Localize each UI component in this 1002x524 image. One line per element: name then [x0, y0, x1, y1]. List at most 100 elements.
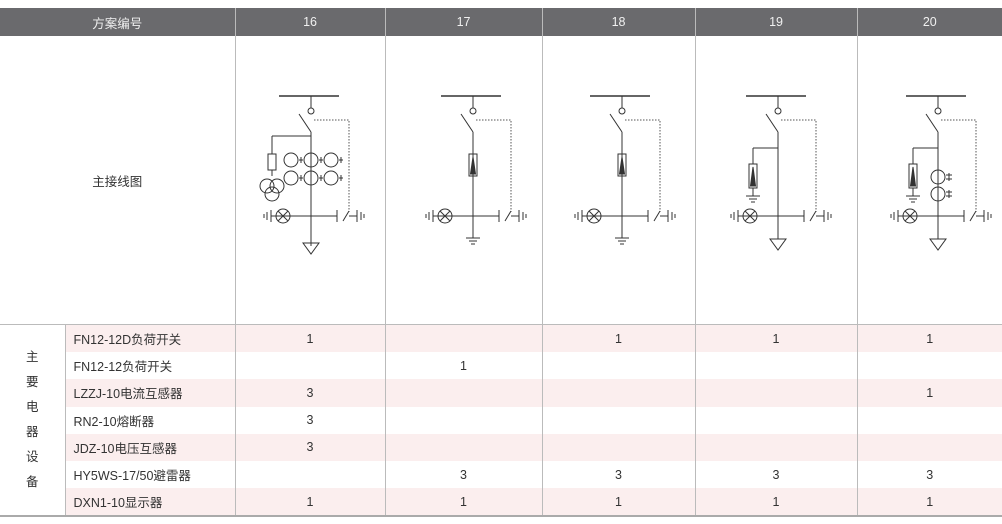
diagram-18 — [541, 36, 696, 325]
wiring-diagram-20 — [890, 95, 992, 251]
device-quantity: 1 — [856, 324, 1002, 353]
device-name: FN12-12D负荷开关 — [64, 324, 236, 353]
device-quantity — [541, 379, 696, 407]
device-quantity: 1 — [694, 324, 858, 353]
device-quantity: 1 — [541, 488, 696, 518]
device-quantity: 1 — [541, 324, 696, 353]
table-row: HY5WS-17/50避雷器 3 3 3 3 — [0, 460, 1002, 489]
wiring-diagram-17 — [425, 95, 527, 245]
device-quantity — [694, 379, 858, 407]
interlock-dotted-line — [940, 119, 977, 212]
ground-triangle-icon — [768, 238, 787, 251]
earth-switch-blade — [504, 210, 511, 222]
device-name: RN2-10熔断器 — [64, 406, 236, 434]
header-scheme-17: 17 — [384, 8, 543, 36]
load-switch-blade — [460, 113, 473, 133]
arrester-arrow — [469, 156, 476, 175]
load-switch-blade — [609, 113, 622, 133]
earth-switch-blade — [809, 210, 816, 222]
table-row: FN12-12负荷开关 1 — [0, 352, 1002, 380]
contact-icon — [469, 107, 477, 115]
table-row: 主要电器设备 FN12-12D负荷开关 1 1 1 1 — [0, 324, 1002, 518]
load-switch-blade — [765, 113, 778, 133]
interlock-dotted-line — [475, 119, 512, 212]
header-scheme-label: 方案编号 — [0, 8, 236, 36]
device-quantity — [856, 352, 1002, 380]
surge-arrester-icon — [468, 153, 478, 177]
device-quantity: 1 — [856, 379, 1002, 407]
group-label: 主要电器设备 — [0, 324, 65, 518]
group-label-char: 器 — [25, 425, 39, 440]
indicator-lamp-icon — [437, 208, 453, 224]
table-row: JDZ-10电压互感器 3 — [0, 433, 1002, 461]
device-quantity — [541, 406, 696, 434]
earth-switch-blade — [653, 210, 660, 222]
device-quantity — [234, 460, 386, 489]
device-quantity: 3 — [384, 460, 543, 489]
current-transformer-icon — [283, 170, 299, 186]
header-scheme-19: 19 — [694, 8, 858, 36]
contact-icon — [934, 107, 942, 115]
device-name: DXN1-10显示器 — [64, 488, 236, 518]
interlock-dotted-line — [313, 119, 350, 212]
scheme-table: 方案编号 16 17 18 19 20 主接线图 主要电器设备 FN12-12D负… — [0, 8, 1002, 518]
diagram-row-label: 主接线图 — [0, 36, 236, 325]
device-name: HY5WS-17/50避雷器 — [64, 460, 236, 489]
group-label-char: 电 — [25, 400, 39, 415]
indicator-lamp-icon — [742, 208, 758, 224]
current-transformer-icon — [303, 152, 319, 168]
lamp-x — [588, 210, 599, 222]
device-quantity — [384, 324, 543, 353]
indicator-lamp-icon — [586, 208, 602, 224]
group-label-char: 要 — [25, 375, 39, 390]
device-quantity: 3 — [234, 379, 386, 407]
lamp-x — [904, 210, 915, 222]
device-quantity: 3 — [234, 406, 386, 434]
fuse-icon — [267, 153, 277, 171]
wiring-diagram-16 — [259, 95, 365, 255]
lamp-x — [439, 210, 450, 222]
indicator-lamp-icon — [902, 208, 918, 224]
current-transformer-icon — [323, 170, 339, 186]
wiring-diagram-18 — [574, 95, 676, 245]
header-scheme-18: 18 — [541, 8, 696, 36]
device-quantity: 3 — [856, 460, 1002, 489]
diagram-20 — [856, 36, 1002, 325]
arrester-arrow — [909, 166, 916, 187]
diagram-19 — [694, 36, 858, 325]
device-quantity — [541, 433, 696, 461]
device-quantity: 3 — [694, 460, 858, 489]
group-label-char: 备 — [25, 475, 39, 490]
table-row: LZZJ-10电流互感器 3 1 — [0, 379, 1002, 407]
device-name: LZZJ-10电流互感器 — [64, 379, 236, 407]
load-switch-blade — [298, 113, 311, 133]
device-quantity — [694, 406, 858, 434]
device-quantity — [856, 433, 1002, 461]
device-quantity — [234, 352, 386, 380]
table-row: RN2-10熔断器 3 — [0, 406, 1002, 434]
diagram-17 — [384, 36, 543, 325]
current-transformer-icon — [283, 152, 299, 168]
device-quantity — [384, 433, 543, 461]
device-quantity: 1 — [384, 352, 543, 380]
earth-switch-blade — [342, 210, 349, 222]
device-quantity — [384, 379, 543, 407]
surge-arrester-icon — [617, 153, 627, 177]
ground-triangle-icon — [928, 238, 947, 251]
header-scheme-16: 16 — [234, 8, 386, 36]
device-quantity: 3 — [234, 433, 386, 461]
voltage-transformer-icon — [269, 178, 285, 194]
device-quantity — [856, 406, 1002, 434]
ground-triangle-icon — [301, 242, 320, 255]
device-quantity — [694, 352, 858, 380]
contact-icon — [774, 107, 782, 115]
device-quantity: 3 — [541, 460, 696, 489]
current-transformer-icon — [930, 169, 946, 185]
group-label-char: 主 — [25, 350, 39, 365]
diagram-16 — [234, 36, 386, 325]
interlock-dotted-line — [624, 119, 661, 212]
diagram-row: 主接线图 — [0, 36, 1002, 325]
table-row: DXN1-10显示器 1 1 1 1 1 — [0, 488, 1002, 518]
lamp-x — [277, 210, 288, 222]
